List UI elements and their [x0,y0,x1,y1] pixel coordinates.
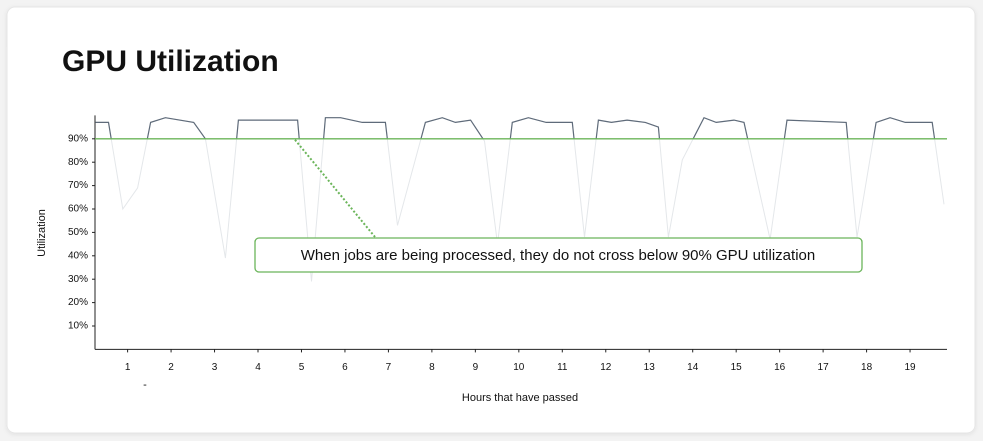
x-tick-label: 13 [644,362,656,373]
x-tick-label: 8 [429,362,435,373]
y-tick-label: 60% [68,204,88,215]
y-tick-label: 90% [68,133,88,144]
x-tick-label: 1 [125,362,131,373]
annotation-text: When jobs are being processed, they do n… [301,247,815,264]
x-tick-label: 17 [818,362,830,373]
x-tick-label: 19 [904,362,916,373]
x-tick-label: 16 [774,362,786,373]
x-tick-label: 3 [212,362,218,373]
x-tick-label: 2 [168,362,174,373]
x-tick-label: 11 [557,362,568,373]
annotation-box [254,237,863,273]
y-tick-label: 30% [68,274,88,285]
y-tick-label: 20% [68,297,88,308]
y-tick-label: 10% [68,321,88,332]
series-line [95,116,936,139]
x-tick-label: 9 [473,362,479,373]
y-tick-label: 50% [68,227,88,238]
y-tick-label: 40% [68,250,88,261]
x-tick-label: 18 [861,362,873,373]
x-tick-label: 6 [342,362,348,373]
x-tick-label: 10 [513,362,525,373]
x-tick-label: 12 [600,362,612,373]
x-note: - [143,379,147,391]
x-tick-label: 15 [731,362,743,373]
x-tick-label: 5 [299,362,305,373]
annotation-connector [294,139,376,238]
y-tick-label: 70% [68,180,88,191]
card [6,6,976,434]
x-tick-label: 14 [687,362,699,373]
x-tick-label: 7 [386,362,392,373]
chart-title: GPU Utilization [62,45,279,78]
y-axis-label: Utilization [36,209,48,257]
x-tick-label: 4 [255,362,261,373]
y-tick-label: 80% [68,157,88,168]
x-axis-label: Hours that have passed [462,392,578,404]
